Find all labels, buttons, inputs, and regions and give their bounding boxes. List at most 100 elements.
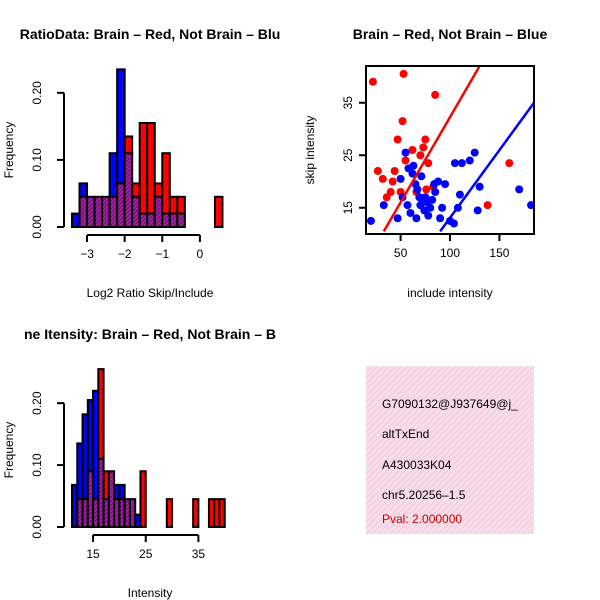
info-panel: G7090132@J937649@j_ altTxEnd A430033K04 … bbox=[366, 366, 534, 534]
info-gene-name: A430033K04 bbox=[382, 458, 452, 472]
hist3-y-tick-label: 0.20 bbox=[30, 391, 44, 415]
hist1-overlap-bar bbox=[131, 195, 141, 228]
intensity-histogram-title: ne Itensity: Brain – Red, Not Brain – B bbox=[24, 326, 276, 342]
hist3-x-tick-label: 15 bbox=[86, 547, 100, 561]
hist1-red-bar bbox=[153, 182, 164, 198]
scatter-point-blue bbox=[412, 214, 421, 223]
scatter-point-red bbox=[419, 143, 428, 152]
scatter-point-blue bbox=[450, 159, 459, 168]
info-locus: chr5.20256–1.5 bbox=[382, 488, 466, 502]
hist3-red-bar bbox=[139, 470, 147, 528]
scatter-point-red bbox=[373, 167, 382, 175]
scatter-point-blue bbox=[441, 180, 450, 189]
scatter-point-red bbox=[388, 177, 397, 186]
scatter-point-red bbox=[424, 159, 433, 168]
scatter-point-red bbox=[505, 159, 514, 168]
hist1-overlap-bar bbox=[116, 182, 126, 228]
hist1-blue-bar bbox=[71, 212, 81, 228]
scatter-point-red bbox=[421, 135, 430, 144]
hist3-overlap-bar bbox=[128, 498, 137, 528]
scatter-point-blue bbox=[401, 148, 410, 157]
scatter-ylabel: skip intensity bbox=[303, 116, 317, 185]
hist1-overlap-bar bbox=[93, 195, 104, 228]
scatter-point-blue bbox=[428, 195, 437, 204]
scatter-xlabel: include intensity bbox=[407, 286, 492, 300]
scatter-point-blue bbox=[393, 214, 402, 223]
scatter-point-blue bbox=[438, 203, 447, 212]
hist1-red-bar bbox=[138, 122, 149, 215]
scatter-point-blue bbox=[424, 211, 433, 220]
hist1-red-bar bbox=[131, 182, 141, 198]
hist1-y-tick-label: 0.00 bbox=[30, 215, 44, 239]
scatter-point-red bbox=[393, 135, 402, 144]
hist3-blue-bar bbox=[118, 483, 126, 501]
scatter-plot-area bbox=[366, 66, 534, 233]
scatter-y-tick-label: 35 bbox=[341, 96, 355, 110]
scatter-point-blue bbox=[409, 161, 418, 170]
hist1-overlap-bar bbox=[161, 212, 171, 228]
scatter-point-blue bbox=[426, 203, 435, 212]
hist1-red-bar bbox=[123, 135, 134, 155]
hist1-blue-bar bbox=[116, 68, 126, 185]
hist1-blue-bar bbox=[78, 182, 89, 198]
hist1-y-tick-label: 0.10 bbox=[30, 148, 44, 172]
scatter-point-blue bbox=[379, 201, 388, 210]
scatter-fit-line-red bbox=[382, 66, 481, 233]
scatter-point-blue bbox=[465, 156, 474, 165]
ratio-histogram-xlabel: Log2 Ratio Skip/Include bbox=[87, 286, 214, 300]
scatter-point-red bbox=[378, 174, 387, 183]
intensity-histogram: ne Itensity: Brain – Red, Not Brain – B … bbox=[2, 326, 276, 600]
scatter-point-blue bbox=[431, 188, 440, 196]
hist3-red-bar bbox=[192, 498, 200, 528]
hist1-x-tick-label: −3 bbox=[80, 247, 94, 261]
hist3-red-bar bbox=[165, 498, 174, 528]
scatter-point-red bbox=[408, 146, 417, 154]
scatter-point-blue bbox=[396, 174, 405, 183]
ratio-histogram: RatioData: Brain – Red, Not Brain – Blu … bbox=[2, 26, 280, 300]
hist1-red-bar bbox=[161, 152, 171, 215]
scatter-y-tick-label: 25 bbox=[341, 148, 355, 162]
hist1-y-tick-label: 0.20 bbox=[30, 81, 44, 105]
scatter-point-red bbox=[368, 77, 377, 86]
scatter-point-red bbox=[422, 185, 431, 194]
hist1-x-tick-label: −1 bbox=[155, 247, 169, 261]
hist1-overlap-bar bbox=[108, 195, 119, 228]
scatter-x-tick-label: 100 bbox=[440, 246, 460, 260]
intensity-histogram-ylabel: Frequency bbox=[2, 422, 16, 479]
scatter-point-blue bbox=[457, 159, 466, 168]
info-event-type: altTxEnd bbox=[382, 427, 429, 441]
scatter-point-blue bbox=[408, 169, 417, 178]
scatter-point-blue bbox=[475, 182, 484, 191]
hist3-red-bar bbox=[97, 368, 105, 460]
hist3-y-tick-label: 0.00 bbox=[30, 515, 44, 539]
scatter-frame bbox=[365, 65, 535, 235]
hist1-red-bar bbox=[146, 122, 156, 215]
intensity-histogram-xlabel: Intensity bbox=[128, 586, 173, 600]
ratio-histogram-title: RatioData: Brain – Red, Not Brain – Blu bbox=[20, 26, 281, 42]
scatter-point-blue bbox=[449, 219, 458, 228]
hist3-x-tick-label: 35 bbox=[192, 547, 206, 561]
scatter-point-blue bbox=[436, 214, 445, 223]
scatter-point-red bbox=[483, 201, 492, 210]
info-pval: Pval: 2.000000 bbox=[382, 512, 462, 526]
hist1-blue-bar bbox=[108, 152, 119, 198]
hist3-y-tick-label: 0.10 bbox=[30, 453, 44, 477]
hist1-overlap-bar bbox=[138, 212, 149, 228]
scatter-point-blue bbox=[470, 148, 479, 157]
hist1-x-tick-label: −2 bbox=[118, 247, 132, 261]
info-event-id: G7090132@J937649@j_ bbox=[382, 397, 518, 411]
hist1-overlap-bar bbox=[176, 212, 186, 228]
scatter-point-blue bbox=[406, 209, 415, 217]
hist1-overlap-bar bbox=[86, 195, 96, 228]
hist1-overlap-bar bbox=[146, 212, 156, 228]
hist1-overlap-bar bbox=[168, 212, 179, 228]
scatter-point-blue bbox=[455, 190, 464, 199]
hist1-overlap-bar bbox=[101, 195, 111, 228]
scatter-point-blue bbox=[430, 180, 439, 189]
scatter-title: Brain – Red, Not Brain – Blue bbox=[353, 26, 548, 42]
scatter-point-red bbox=[399, 69, 408, 78]
scatter-point-red bbox=[398, 117, 407, 126]
hist1-red-bar bbox=[176, 195, 186, 215]
scatter-point-blue bbox=[413, 185, 422, 194]
